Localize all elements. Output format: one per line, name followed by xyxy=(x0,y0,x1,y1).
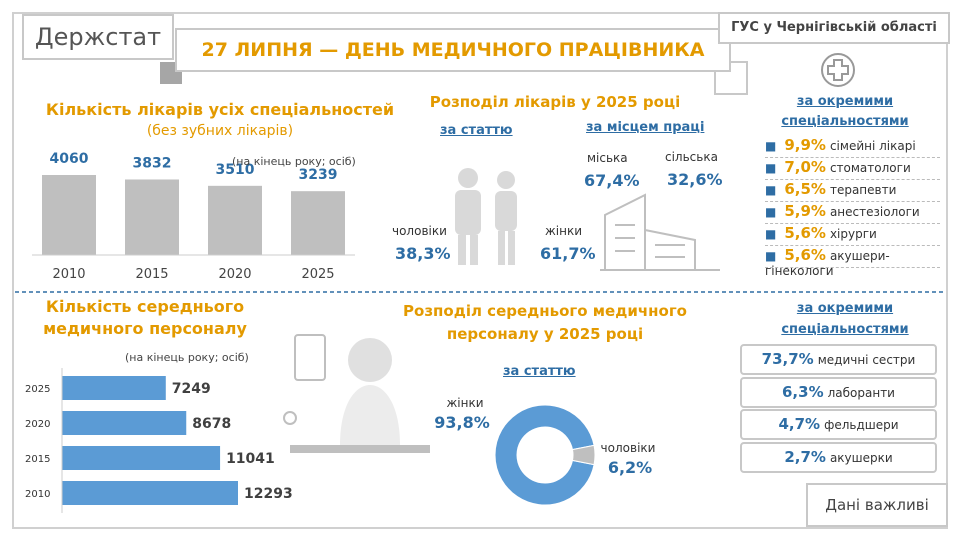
y-tick-label: 2015 xyxy=(25,454,50,465)
value-label: 4060 xyxy=(50,151,89,167)
specialty-list: 73,7% медичні сестри 6,3% лаборанти 4,7% фель… xyxy=(740,344,937,474)
specialty-label: анестезіологи xyxy=(829,205,920,219)
specialty-value: 6,3% xyxy=(782,382,824,401)
chart-subtitle: за статтю xyxy=(503,364,576,379)
specialty-value: 9,9% xyxy=(784,136,826,154)
value-label: 3239 xyxy=(299,167,338,183)
bar xyxy=(291,191,345,255)
specialty-value: 6,5% xyxy=(784,180,826,198)
brand: Держстат xyxy=(22,14,174,60)
specialty-item: ■ 9,9% сімейні лікарі xyxy=(765,136,940,158)
chart-subtitle: (без зубних лікарів) xyxy=(146,123,294,139)
pie-slice xyxy=(571,444,596,466)
value-label: 3510 xyxy=(216,162,255,178)
specialty-item: ■ 6,5% терапевти xyxy=(765,180,940,202)
bar xyxy=(125,179,179,255)
medical-icon xyxy=(821,53,855,87)
chart-note: (на кінець року; осіб) xyxy=(232,155,356,168)
pie-slice xyxy=(494,404,595,506)
specialty-item: 73,7% медичні сестри xyxy=(740,344,937,375)
section-heading: за окремими спеціальностями xyxy=(781,301,909,337)
value-label: 3832 xyxy=(133,155,172,171)
specialty-label: акушери-гінекологи xyxy=(765,249,890,278)
value-label: 8678 xyxy=(192,416,231,432)
bar xyxy=(62,411,187,435)
frame xyxy=(12,12,948,529)
value-label: 11041 xyxy=(226,451,275,467)
bar xyxy=(62,481,238,505)
specialty-item: ■ 7,0% стоматологи xyxy=(765,158,940,180)
footer: Дані важливі xyxy=(806,483,948,527)
specialty-item: ■ 5,9% анестезіологи xyxy=(765,202,940,224)
label: міська xyxy=(587,151,628,165)
specialty-label: фельдшери xyxy=(824,418,899,432)
section-title: Розподіл лікарів у 2025 році xyxy=(429,93,681,111)
bar xyxy=(42,175,96,255)
label: чоловіки xyxy=(392,224,447,238)
specialty-item: 4,7% фельдшери xyxy=(740,409,937,440)
bar xyxy=(208,185,262,255)
section-heading: за місцем праці xyxy=(586,120,705,135)
value: 67,4% xyxy=(584,171,640,190)
specialty-label: лаборанти xyxy=(827,385,895,400)
specialty-item: ■ 5,6% акушери-гінекологи xyxy=(765,246,940,278)
building-illustration xyxy=(600,193,720,271)
x-tick-label: 2020 xyxy=(218,267,251,282)
specialty-label: сімейні лікарі xyxy=(829,139,916,153)
value: 32,6% xyxy=(667,170,723,189)
label: жінки xyxy=(545,224,583,238)
x-tick-label: 2015 xyxy=(135,267,168,282)
specialty-label: хірурги xyxy=(829,227,877,241)
chart-title: Розподіл середнього медичного персоналу … xyxy=(403,302,687,343)
y-tick-label: 2025 xyxy=(25,384,50,395)
specialty-item: 2,7% акушерки xyxy=(740,441,937,473)
specialty-value: 73,7% xyxy=(761,350,814,368)
nurse-illustration xyxy=(283,334,430,453)
chart-title: Кількість середнього медичного персоналу xyxy=(43,297,247,338)
value-label: 7249 xyxy=(172,381,211,397)
specialty-value: 5,9% xyxy=(784,202,826,220)
medical-icon xyxy=(827,59,849,81)
value: 38,3% xyxy=(395,244,451,263)
page-title: 27 ЛИПНЯ — ДЕНЬ МЕДИЧНОГО ПРАЦІВНИКА xyxy=(175,28,731,72)
value-label: 6,2% xyxy=(608,458,652,477)
slice-label: чоловіки xyxy=(601,441,656,455)
specialty-value: 4,7% xyxy=(778,415,821,433)
doctors-illustration xyxy=(455,168,517,265)
section-heading: за статтю xyxy=(440,123,513,138)
org-name: ГУС у Чернігівській області xyxy=(718,12,950,44)
specialty-value: 2,7% xyxy=(784,447,826,466)
label: сільська xyxy=(665,150,718,164)
section-heading: за окремими спеціальностями xyxy=(781,94,909,129)
x-tick-label: 2010 xyxy=(52,267,85,282)
slice-label: жінки xyxy=(446,396,483,410)
value-label: 93,8% xyxy=(434,413,490,432)
y-tick-label: 2010 xyxy=(25,489,50,500)
specialty-value: 5,6% xyxy=(784,224,826,242)
specialty-value: 7,0% xyxy=(784,158,826,176)
specialty-label: медичні сестри xyxy=(817,353,916,367)
x-tick-label: 2025 xyxy=(301,267,334,282)
chart-note: (на кінець року; осіб) xyxy=(125,351,249,364)
bar xyxy=(62,446,221,470)
specialty-label: стоматологи xyxy=(829,161,911,175)
y-tick-label: 2020 xyxy=(25,419,50,430)
bar xyxy=(62,376,166,400)
chart-title: Кількість лікарів усіх спеціальностей xyxy=(45,100,395,119)
specialty-value: 5,6% xyxy=(784,246,826,264)
decor xyxy=(714,61,748,95)
specialty-list: ■ 9,9% сімейні лікарі ■ 7,0% стоматологи ■ 6,5%… xyxy=(765,136,940,278)
value: 61,7% xyxy=(540,244,596,263)
specialty-item: ■ 5,6% хірурги xyxy=(765,224,940,246)
specialty-item: 6,3% лаборанти xyxy=(740,376,937,408)
value-label: 12293 xyxy=(244,486,293,502)
specialty-label: терапевти xyxy=(829,183,897,197)
specialty-label: акушерки xyxy=(829,450,893,465)
